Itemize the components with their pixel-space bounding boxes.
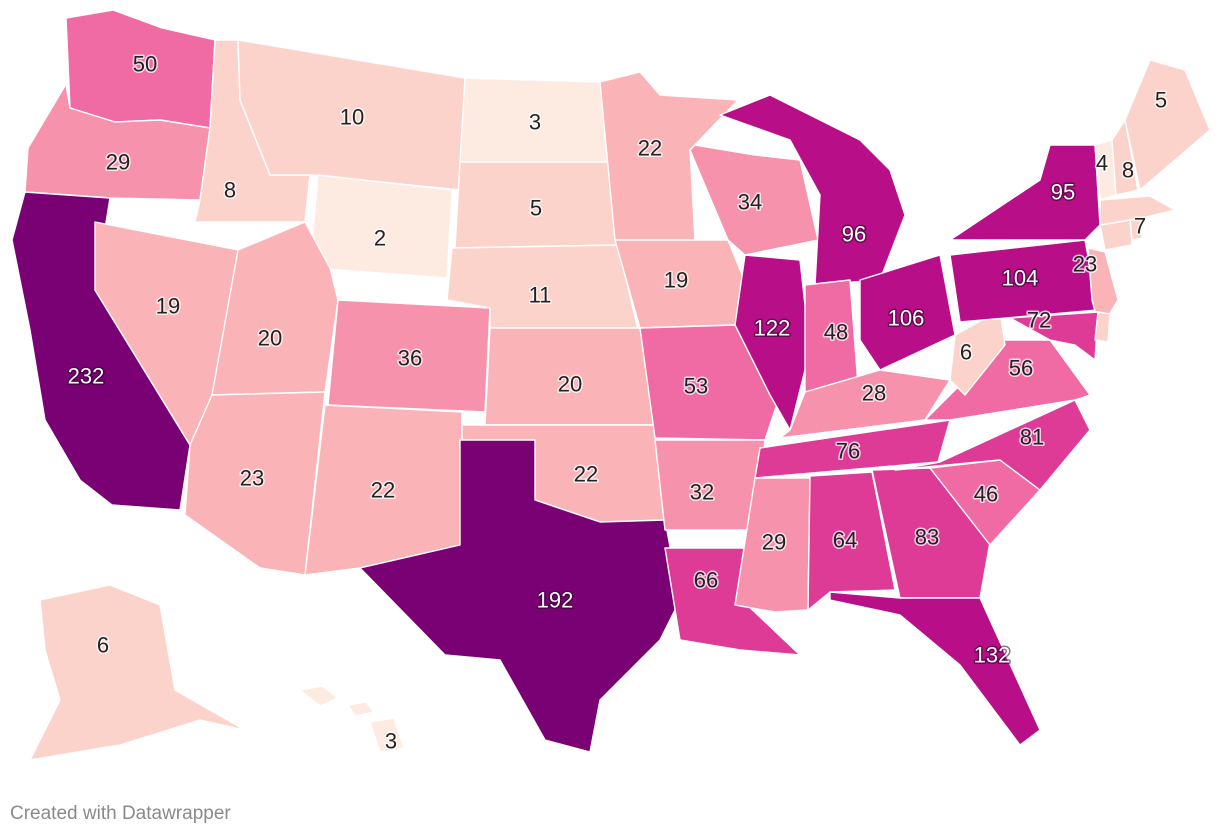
state-label-md: 72: [1027, 308, 1051, 333]
state-label-ma: 7: [1134, 214, 1146, 239]
state-mi: [719, 94, 906, 286]
state-label-wy: 2: [374, 226, 386, 251]
state-ny: [949, 144, 1101, 241]
state-ak: [29, 584, 246, 761]
state-label-la: 66: [694, 568, 718, 593]
state-label-id: 8: [224, 178, 236, 203]
state-tx: [359, 439, 681, 753]
state-label-tn: 76: [836, 439, 860, 464]
state-label-ok: 22: [574, 462, 598, 487]
state-label-wa: 50: [133, 52, 157, 77]
state-label-hi: 3: [385, 729, 397, 754]
state-label-ny: 95: [1051, 180, 1075, 205]
state-label-ms: 29: [762, 530, 786, 555]
state-label-in: 48: [824, 320, 848, 345]
state-label-mt: 10: [340, 105, 364, 130]
state-label-or: 29: [106, 150, 130, 175]
state-label-me: 5: [1155, 88, 1167, 113]
state-label-mn: 22: [638, 136, 662, 161]
state-label-mi: 96: [842, 222, 866, 247]
state-de: [1094, 311, 1111, 343]
state-label-nm: 22: [371, 478, 395, 503]
credit-text: Created with Datawrapper: [10, 803, 231, 824]
state-me: [1124, 59, 1211, 191]
state-label-ut: 20: [258, 326, 282, 351]
state-label-ga: 83: [915, 525, 939, 550]
state-label-nd: 3: [529, 110, 541, 135]
state-label-ia: 19: [664, 268, 688, 293]
state-label-fl: 132: [974, 643, 1011, 668]
state-md: [1009, 311, 1099, 361]
state-label-pa: 104: [1002, 266, 1039, 291]
state-al: [807, 471, 896, 611]
state-label-wi: 34: [738, 190, 762, 215]
state-nh: [1111, 119, 1139, 196]
state-label-al: 64: [833, 528, 857, 553]
state-label-vt: 4: [1096, 151, 1108, 176]
state-label-tx: 192: [537, 588, 574, 613]
state-label-az: 23: [240, 466, 264, 491]
state-ga: [871, 467, 991, 599]
state-label-nv: 19: [156, 294, 180, 319]
state-label-ak: 6: [97, 633, 109, 658]
state-value-labels: 5029232819102202336223511202219222195332…: [66, 50, 1168, 755]
state-label-nc: 81: [1020, 425, 1044, 450]
state-label-sc: 46: [974, 482, 998, 507]
state-label-oh: 106: [888, 306, 925, 331]
state-label-ne: 11: [529, 283, 552, 308]
state-oh: [859, 254, 956, 371]
state-label-wv: 6: [960, 340, 972, 365]
state-label-nj: 23: [1073, 252, 1097, 277]
state-label-ky: 28: [862, 381, 886, 406]
state-label-sd: 5: [530, 196, 542, 221]
state-label-mo: 53: [684, 374, 708, 399]
state-label-ar: 32: [690, 480, 714, 505]
state-hi: [299, 685, 405, 753]
state-label-il: 122: [754, 316, 791, 341]
state-label-nh: 8: [1122, 158, 1134, 183]
state-label-va: 56: [1009, 356, 1033, 381]
state-wv: [949, 309, 1006, 396]
state-label-co: 36: [398, 346, 422, 371]
state-va: [924, 339, 1091, 421]
state-fl: [829, 591, 1041, 746]
state-wi: [689, 144, 819, 256]
state-mo: [639, 324, 781, 441]
state-label-ca: 232: [68, 364, 105, 389]
state-ms: [734, 477, 811, 613]
state-label-ks: 20: [558, 372, 582, 397]
state-az: [184, 391, 326, 576]
state-shapes: [11, 9, 1211, 761]
state-ma: [1099, 195, 1176, 226]
